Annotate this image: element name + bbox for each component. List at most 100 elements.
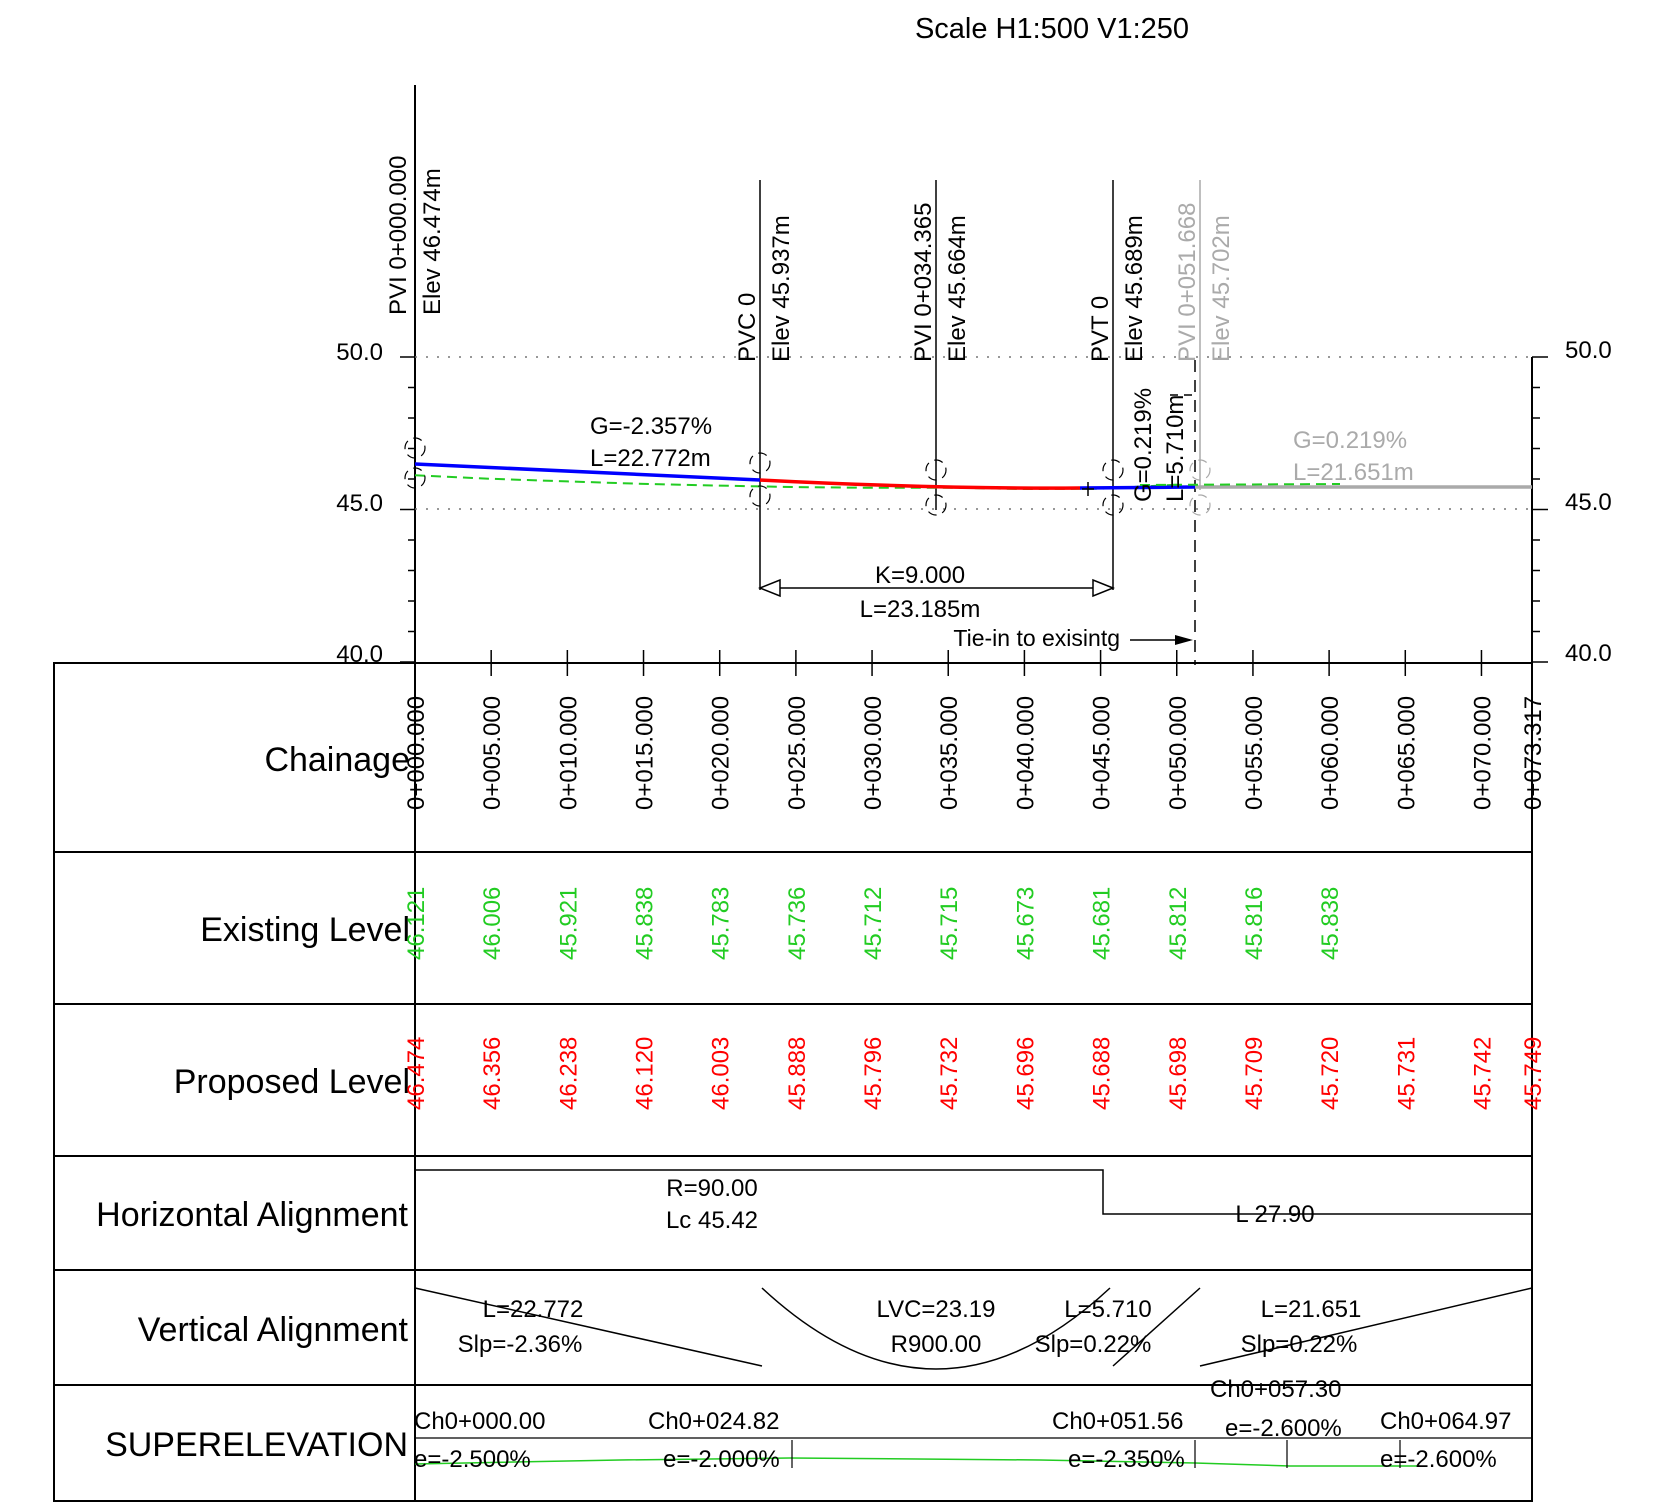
vertical-curve-radius: R900.00 [891, 1331, 982, 1358]
chainage-value-7: 0+035.000 [936, 696, 963, 810]
pvi-051-elev-label: Elev 45.702m [1208, 215, 1235, 362]
proposed-level-value-7: 45.732 [936, 1037, 963, 1110]
proposed-level-value-8: 45.696 [1012, 1037, 1039, 1110]
scale-title: Scale H1:500 V1:250 [915, 13, 1189, 45]
chainage-value-4: 0+020.000 [708, 696, 735, 810]
proposed-level-value-4: 46.003 [708, 1037, 735, 1110]
tie-in-arrow-head [1175, 635, 1193, 645]
chainage-value-0: 0+000.000 [403, 696, 430, 810]
existing-level-value-8: 45.673 [1012, 887, 1039, 960]
super-e-064: e=-2.600% [1380, 1446, 1497, 1473]
curve-k-label: K=9.000 [875, 562, 965, 589]
horizontal-curve-length: Lc 45.42 [666, 1207, 758, 1234]
proposed-level-values: 46.474 46.356 46.238 46.120 46.003 45.888 45.7… [403, 1037, 1547, 1110]
pvi-034-label: PVI 0+034.365 [910, 203, 937, 362]
existing-level-value-12: 45.838 [1317, 887, 1344, 960]
vertical-seg1-line [414, 1287, 763, 1367]
superelevation-profile-line [414, 1457, 1420, 1467]
grade-3-label: G=0.219% [1293, 427, 1407, 454]
chainage-value-6: 0+030.000 [860, 696, 887, 810]
band-table-frame [53, 662, 1533, 1502]
chainage-values: 0+000.000 0+005.000 0+010.000 0+015.000 0+02… [403, 696, 1547, 810]
curve-length-label: L=23.185m [860, 596, 981, 623]
proposed-level-value-6: 45.796 [860, 1037, 887, 1110]
proposed-level-value-3: 46.120 [632, 1037, 659, 1110]
horizontal-alignment-line [415, 1169, 1532, 1215]
pvc-elev-label: Elev 45.937m [768, 215, 795, 362]
super-ch-000: Ch0+000.00 [414, 1408, 545, 1435]
existing-level-value-6: 45.712 [860, 887, 887, 960]
proposed-vertical-curve [759, 478, 1081, 490]
vertical-curve-arc [761, 1287, 1111, 1370]
grade-2-length-label: L=5.710m [1162, 395, 1189, 502]
tie-in-label: Tie-in to exisintg [953, 625, 1120, 651]
proposed-level-value-10: 45.698 [1165, 1037, 1192, 1110]
proposed-level-value-11: 45.709 [1241, 1037, 1268, 1110]
chainage-value-10: 0+050.000 [1165, 696, 1192, 810]
right-elev-label-45: 45.0 [1565, 489, 1612, 516]
pvt-elev-label: Elev 45.689m [1121, 215, 1148, 362]
left-axis-ticks [400, 356, 415, 663]
chainage-value-13: 0+065.000 [1393, 696, 1420, 810]
proposed-level-value-1: 46.356 [479, 1037, 506, 1110]
grade-2-label: G=0.219% [1130, 388, 1157, 502]
band-label-existing: Existing Level [200, 911, 410, 949]
vertical-seg3-length: L=21.651 [1261, 1296, 1362, 1323]
grade-1-label: G=-2.357% [590, 413, 712, 440]
super-e-024: e=-2.000% [663, 1446, 780, 1473]
vertical-seg2-length: L=5.710 [1064, 1296, 1151, 1323]
left-elev-label-50: 50.0 [336, 339, 383, 366]
vertical-curve-length: LVC=23.19 [877, 1296, 996, 1323]
chainage-value-1: 0+005.000 [479, 696, 506, 810]
chainage-value-9: 0+045.000 [1089, 696, 1116, 810]
super-e-051: e=-2.350% [1068, 1446, 1185, 1473]
pvi-034-label-group: PVI 0+034.365 Elev 45.664m [910, 203, 971, 362]
existing-tail [1139, 483, 1341, 486]
super-ch-051: Ch0+051.56 [1052, 1408, 1183, 1435]
pvi-000-elev-label: Elev 46.474m [419, 168, 446, 315]
vertical-seg1-slope: Slp=-2.36% [458, 1331, 583, 1358]
super-ch-024: Ch0+024.82 [648, 1408, 779, 1435]
horizontal-curve-radius: R=90.00 [666, 1175, 757, 1202]
left-elev-label-45: 45.0 [336, 490, 383, 517]
proposed-grade-1 [414, 462, 761, 482]
super-ch-057: Ch0+057.30 [1210, 1376, 1341, 1403]
vertical-seg2-line [1112, 1287, 1201, 1367]
band-label-horizontal: Horizontal Alignment [96, 1196, 408, 1234]
proposed-grade-2 [1079, 485, 1196, 490]
grade-3-length-label: L=21.651m [1293, 459, 1414, 486]
chainage-value-15: 0+073.317 [1520, 696, 1547, 810]
chainage-value-8: 0+040.000 [1012, 696, 1039, 810]
existing-level-value-0: 46.121 [403, 887, 430, 960]
band-label-superelevation: SUPERELEVATION [105, 1426, 408, 1464]
pvi-051-label-group: PVI 0+051.668 Elev 45.702m [1174, 203, 1235, 362]
pvi-034-elev-label: Elev 45.664m [944, 215, 971, 362]
band-label-chainage: Chainage [264, 741, 410, 779]
right-axis-ticks [1532, 356, 1548, 663]
super-ch-064: Ch0+064.97 [1380, 1408, 1511, 1435]
existing-level-value-9: 45.681 [1089, 887, 1116, 960]
vertical-seg3-line [1199, 1287, 1533, 1367]
existing-level-value-5: 45.736 [784, 887, 811, 960]
pvt-label-group: PVT 0 Elev 45.689m [1087, 215, 1148, 362]
existing-level-value-2: 45.921 [555, 887, 582, 960]
existing-level-value-10: 45.812 [1165, 887, 1192, 960]
right-elev-label-40: 40.0 [1565, 640, 1612, 667]
vertical-seg1-length: L=22.772 [483, 1296, 584, 1323]
proposed-level-value-0: 46.474 [403, 1037, 430, 1110]
proposed-level-value-13: 45.731 [1393, 1037, 1420, 1110]
existing-level-value-1: 46.006 [479, 887, 506, 960]
band-label-proposed: Proposed Level [174, 1063, 410, 1101]
existing-level-value-4: 45.783 [708, 887, 735, 960]
band-label-vertical: Vertical Alignment [138, 1311, 409, 1349]
grade-1-length-label: L=22.772m [590, 445, 711, 472]
proposed-level-value-14: 45.742 [1469, 1037, 1496, 1110]
pvi-markers [404, 437, 1211, 516]
existing-level-value-3: 45.838 [632, 887, 659, 960]
existing-level-values: 46.121 46.006 45.921 45.838 45.783 45.736 45.7… [403, 887, 1344, 960]
chainage-value-14: 0+070.000 [1469, 696, 1496, 810]
pvc-label-group: PVC 0 Elev 45.937m [734, 215, 795, 362]
proposed-level-value-12: 45.720 [1317, 1037, 1344, 1110]
proposed-level-value-15: 45.749 [1520, 1037, 1547, 1110]
